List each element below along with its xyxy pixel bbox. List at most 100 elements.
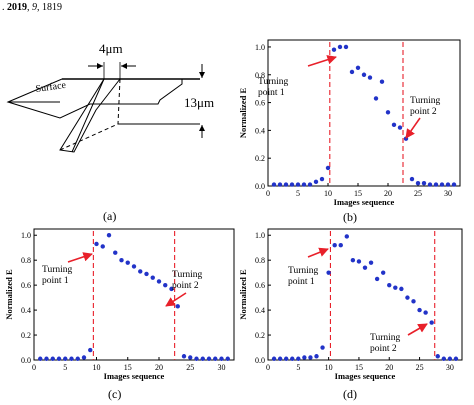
data-point <box>125 260 130 265</box>
annotation-label: Turning point 2 <box>410 96 441 117</box>
data-point <box>368 260 374 265</box>
x-tick-label: 0 <box>32 363 36 372</box>
x-axis-label: Images sequence <box>335 371 396 381</box>
data-point <box>344 234 350 239</box>
data-point <box>144 271 149 277</box>
data-point <box>271 182 277 187</box>
data-point <box>367 75 373 80</box>
data-point <box>81 355 87 360</box>
annotation-line: Turning <box>172 270 203 280</box>
annotation-label: Turning point 1 <box>288 266 319 287</box>
depth-arrowhead-bottom <box>199 125 205 131</box>
data-point <box>435 354 440 359</box>
data-point <box>138 269 143 274</box>
annotation-line: point 2 <box>410 107 437 117</box>
data-point <box>113 250 118 255</box>
panel-label-a: (a) <box>103 209 117 223</box>
width-arrowhead-left <box>97 63 103 69</box>
annotation-line: point 2 <box>370 344 397 354</box>
data-point <box>295 182 301 187</box>
annotation-label: Turning point 1 <box>42 265 73 286</box>
data-point <box>343 44 349 50</box>
data-point <box>163 282 168 288</box>
annotation-arrow <box>407 323 428 336</box>
data-point <box>169 286 174 292</box>
data-point <box>175 304 180 309</box>
y-axis-label: Normalized E <box>238 269 248 320</box>
panel-label-d: (d) <box>343 387 357 401</box>
data-point <box>423 310 428 315</box>
x-tick-label: 30 <box>444 189 452 198</box>
data-point <box>451 182 457 187</box>
surface-label: Surface <box>35 80 67 95</box>
data-point <box>445 182 451 187</box>
y-axis-label: Normalized E <box>238 88 248 139</box>
x-tick-label: 20 <box>385 363 393 372</box>
data-point <box>219 356 224 361</box>
groove-inner <box>71 78 105 153</box>
x-tick-label: 10 <box>325 363 333 372</box>
x-axis-label: Images sequence <box>334 197 395 207</box>
data-point <box>94 241 99 247</box>
depth-label: 13μm <box>184 95 214 110</box>
data-point <box>283 182 289 187</box>
y-tick-label: 0.2 <box>255 154 265 163</box>
x-tick-label: 5 <box>296 363 300 372</box>
x-tick-label: 25 <box>414 189 422 198</box>
annotation-line: Turning <box>42 265 73 275</box>
data-point <box>326 270 331 275</box>
data-point <box>387 282 392 288</box>
data-point <box>380 270 386 275</box>
citation-year: 2019 <box>7 2 27 13</box>
data-point <box>314 354 319 359</box>
data-point <box>421 181 427 186</box>
data-point <box>391 122 397 128</box>
data-point <box>290 356 295 361</box>
data-point <box>289 182 295 187</box>
data-point <box>308 355 313 360</box>
data-point <box>433 182 439 187</box>
x-tick-label: 30 <box>218 363 226 372</box>
y-tick-label: 0.4 <box>21 306 31 315</box>
data-point <box>439 182 445 187</box>
data-point <box>393 285 398 290</box>
x-tick-label: 25 <box>416 363 424 372</box>
data-point <box>325 165 331 171</box>
x-tick-label: 0 <box>266 189 270 198</box>
x-tick-label: 5 <box>296 189 300 198</box>
width-label: 4μm <box>99 41 123 56</box>
data-point <box>225 356 230 361</box>
data-point <box>417 307 422 313</box>
data-point <box>56 356 62 361</box>
data-point <box>385 110 391 115</box>
groove-outline <box>59 78 121 153</box>
y-tick-label: 0.8 <box>255 71 265 80</box>
data-point <box>69 356 74 361</box>
y-tick-label: 0.6 <box>255 99 265 108</box>
annotation-line: point 1 <box>258 88 285 98</box>
y-tick-label: 0.2 <box>255 331 265 340</box>
data-point <box>63 356 68 361</box>
y-tick-label: 0.4 <box>255 306 265 315</box>
data-point <box>397 125 403 130</box>
data-point <box>379 79 385 84</box>
data-point <box>271 356 277 361</box>
annotation-arrow <box>67 252 93 263</box>
y-tick-label: 1.0 <box>255 231 265 240</box>
plot-frame <box>267 228 463 361</box>
x-tick-label: 15 <box>354 189 362 198</box>
data-point <box>75 356 80 361</box>
data-point <box>131 264 137 269</box>
annotation-line: Turning <box>370 333 401 343</box>
data-point <box>331 47 337 52</box>
x-axis-label: Images sequence <box>104 371 165 381</box>
data-point <box>156 279 162 284</box>
citation-pages: 1819 <box>42 2 62 13</box>
y-tick-label: 1.0 <box>255 43 265 52</box>
data-point <box>429 320 434 325</box>
data-point <box>355 65 361 71</box>
data-point <box>447 356 453 361</box>
annotation-line: point 1 <box>42 276 69 286</box>
data-point <box>213 356 218 361</box>
y-tick-label: 0.8 <box>21 256 31 265</box>
